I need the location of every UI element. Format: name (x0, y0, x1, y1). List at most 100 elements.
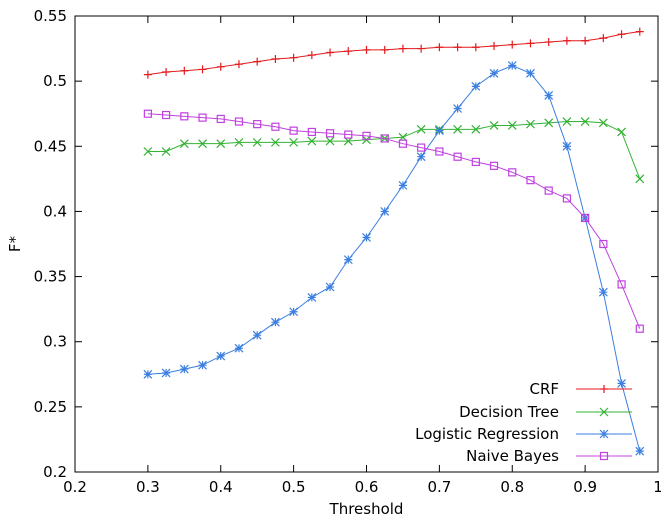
data-point-logistic-regression (362, 233, 371, 242)
legend-item-decision-tree: Decision Tree (459, 403, 632, 421)
data-point-crf (362, 45, 371, 54)
data-point-naive-bayes (325, 129, 335, 138)
data-point-decision-tree (216, 139, 226, 149)
data-point-crf (526, 39, 535, 48)
data-point-decision-tree (580, 117, 590, 126)
data-point-logistic-regression (471, 81, 481, 91)
data-point-naive-bayes (234, 117, 244, 126)
data-point-logistic-regression (434, 126, 444, 136)
x-tick-label: 0.5 (282, 478, 306, 496)
data-point-naive-bayes (253, 120, 262, 129)
data-point-logistic-regression (598, 287, 608, 297)
series-crf (143, 27, 644, 79)
data-point-logistic-regression (398, 180, 408, 190)
legend-label: Logistic Regression (415, 425, 559, 443)
data-point-crf (380, 45, 389, 54)
data-point-crf (508, 40, 517, 49)
data-point-naive-bayes (216, 114, 225, 124)
data-point-logistic-regression (380, 207, 390, 216)
x-tick-label: 0.7 (427, 478, 451, 496)
data-point-crf (216, 62, 225, 71)
x-tick-label: 0.8 (500, 478, 524, 496)
legend-label: Naive Bayes (466, 447, 559, 465)
data-point-crf (253, 57, 262, 66)
data-point-decision-tree (562, 117, 572, 126)
data-point-crf (344, 47, 353, 56)
data-point-decision-tree (635, 174, 645, 184)
data-point-naive-bayes (581, 213, 590, 223)
data-point-logistic-regression (143, 369, 153, 379)
x-tick-label: 1 (653, 478, 661, 496)
data-point-logistic-regression (562, 141, 572, 151)
data-point-crf (180, 66, 189, 75)
data-point-logistic-regression (453, 104, 463, 113)
data-point-naive-bayes (544, 186, 553, 195)
data-point-crf (544, 38, 553, 47)
x-tick-label: 0.3 (136, 478, 160, 496)
series-naive-bayes (143, 109, 644, 333)
data-point-decision-tree (598, 118, 608, 128)
series-layer (143, 27, 645, 456)
data-point-naive-bayes (617, 280, 626, 289)
x-tick-label: 0.4 (209, 478, 233, 496)
data-point-decision-tree (252, 137, 262, 147)
data-point-decision-tree (234, 137, 244, 147)
data-point-crf (234, 60, 243, 69)
data-point-crf (635, 27, 644, 36)
data-point-decision-tree (489, 121, 499, 130)
y-tick-label: 0.5 (43, 72, 67, 90)
data-point-naive-bayes (562, 194, 572, 203)
legend-swatch-marker (600, 385, 608, 393)
legend-swatch-marker (599, 451, 609, 461)
data-point-crf (143, 70, 152, 79)
data-point-decision-tree (471, 124, 481, 134)
data-point-crf (435, 43, 444, 52)
y-tick-label: 0.35 (34, 268, 67, 286)
data-point-crf (198, 65, 207, 74)
data-point-logistic-regression (270, 317, 280, 327)
data-point-crf (398, 44, 407, 53)
y-tick-label: 0.25 (34, 398, 67, 416)
data-point-logistic-regression (234, 343, 244, 353)
data-point-crf (453, 43, 462, 52)
x-tick-label: 0.6 (355, 478, 379, 496)
data-point-crf (581, 36, 590, 45)
data-point-logistic-regression (416, 152, 426, 162)
series-line-crf (147, 31, 640, 76)
series-logistic-regression (143, 61, 645, 456)
data-point-logistic-regression (343, 255, 353, 265)
data-point-logistic-regression (179, 364, 189, 374)
series-line-naive-bayes (147, 113, 641, 329)
axis-ticks: 0.2 0.3 0.4 0.5 0.6 0.7 0.8 0.9 1 0.2 0.25 0.3 0.35 0… (34, 7, 661, 496)
data-point-logistic-regression (635, 446, 645, 456)
data-point-logistic-regression (252, 330, 262, 340)
series-line-decision-tree (147, 121, 641, 180)
data-point-decision-tree (161, 147, 171, 156)
series-line-logistic-regression (147, 64, 641, 452)
data-point-naive-bayes (289, 126, 298, 135)
data-point-naive-bayes (307, 127, 316, 137)
legend-swatch-marker (599, 429, 609, 439)
data-point-decision-tree (307, 136, 317, 146)
data-point-crf (162, 68, 171, 77)
data-point-naive-bayes (380, 134, 389, 143)
legend-swatch-marker (599, 407, 609, 417)
data-point-naive-bayes (417, 143, 426, 152)
data-point-naive-bayes (362, 131, 371, 140)
data-point-decision-tree (416, 124, 426, 134)
x-axis-title: Threshold (329, 500, 404, 518)
data-point-crf (599, 34, 608, 43)
data-point-decision-tree (289, 137, 299, 147)
data-point-crf (562, 36, 571, 45)
data-point-logistic-regression (307, 292, 317, 302)
data-point-logistic-regression (216, 351, 226, 361)
data-point-naive-bayes (271, 122, 280, 131)
data-point-decision-tree (198, 139, 207, 149)
data-point-naive-bayes (635, 324, 644, 333)
data-point-crf (307, 51, 316, 60)
y-tick-label: 0.45 (34, 137, 67, 155)
data-point-crf (289, 53, 298, 62)
data-point-decision-tree (617, 127, 626, 137)
data-point-crf (471, 43, 480, 52)
